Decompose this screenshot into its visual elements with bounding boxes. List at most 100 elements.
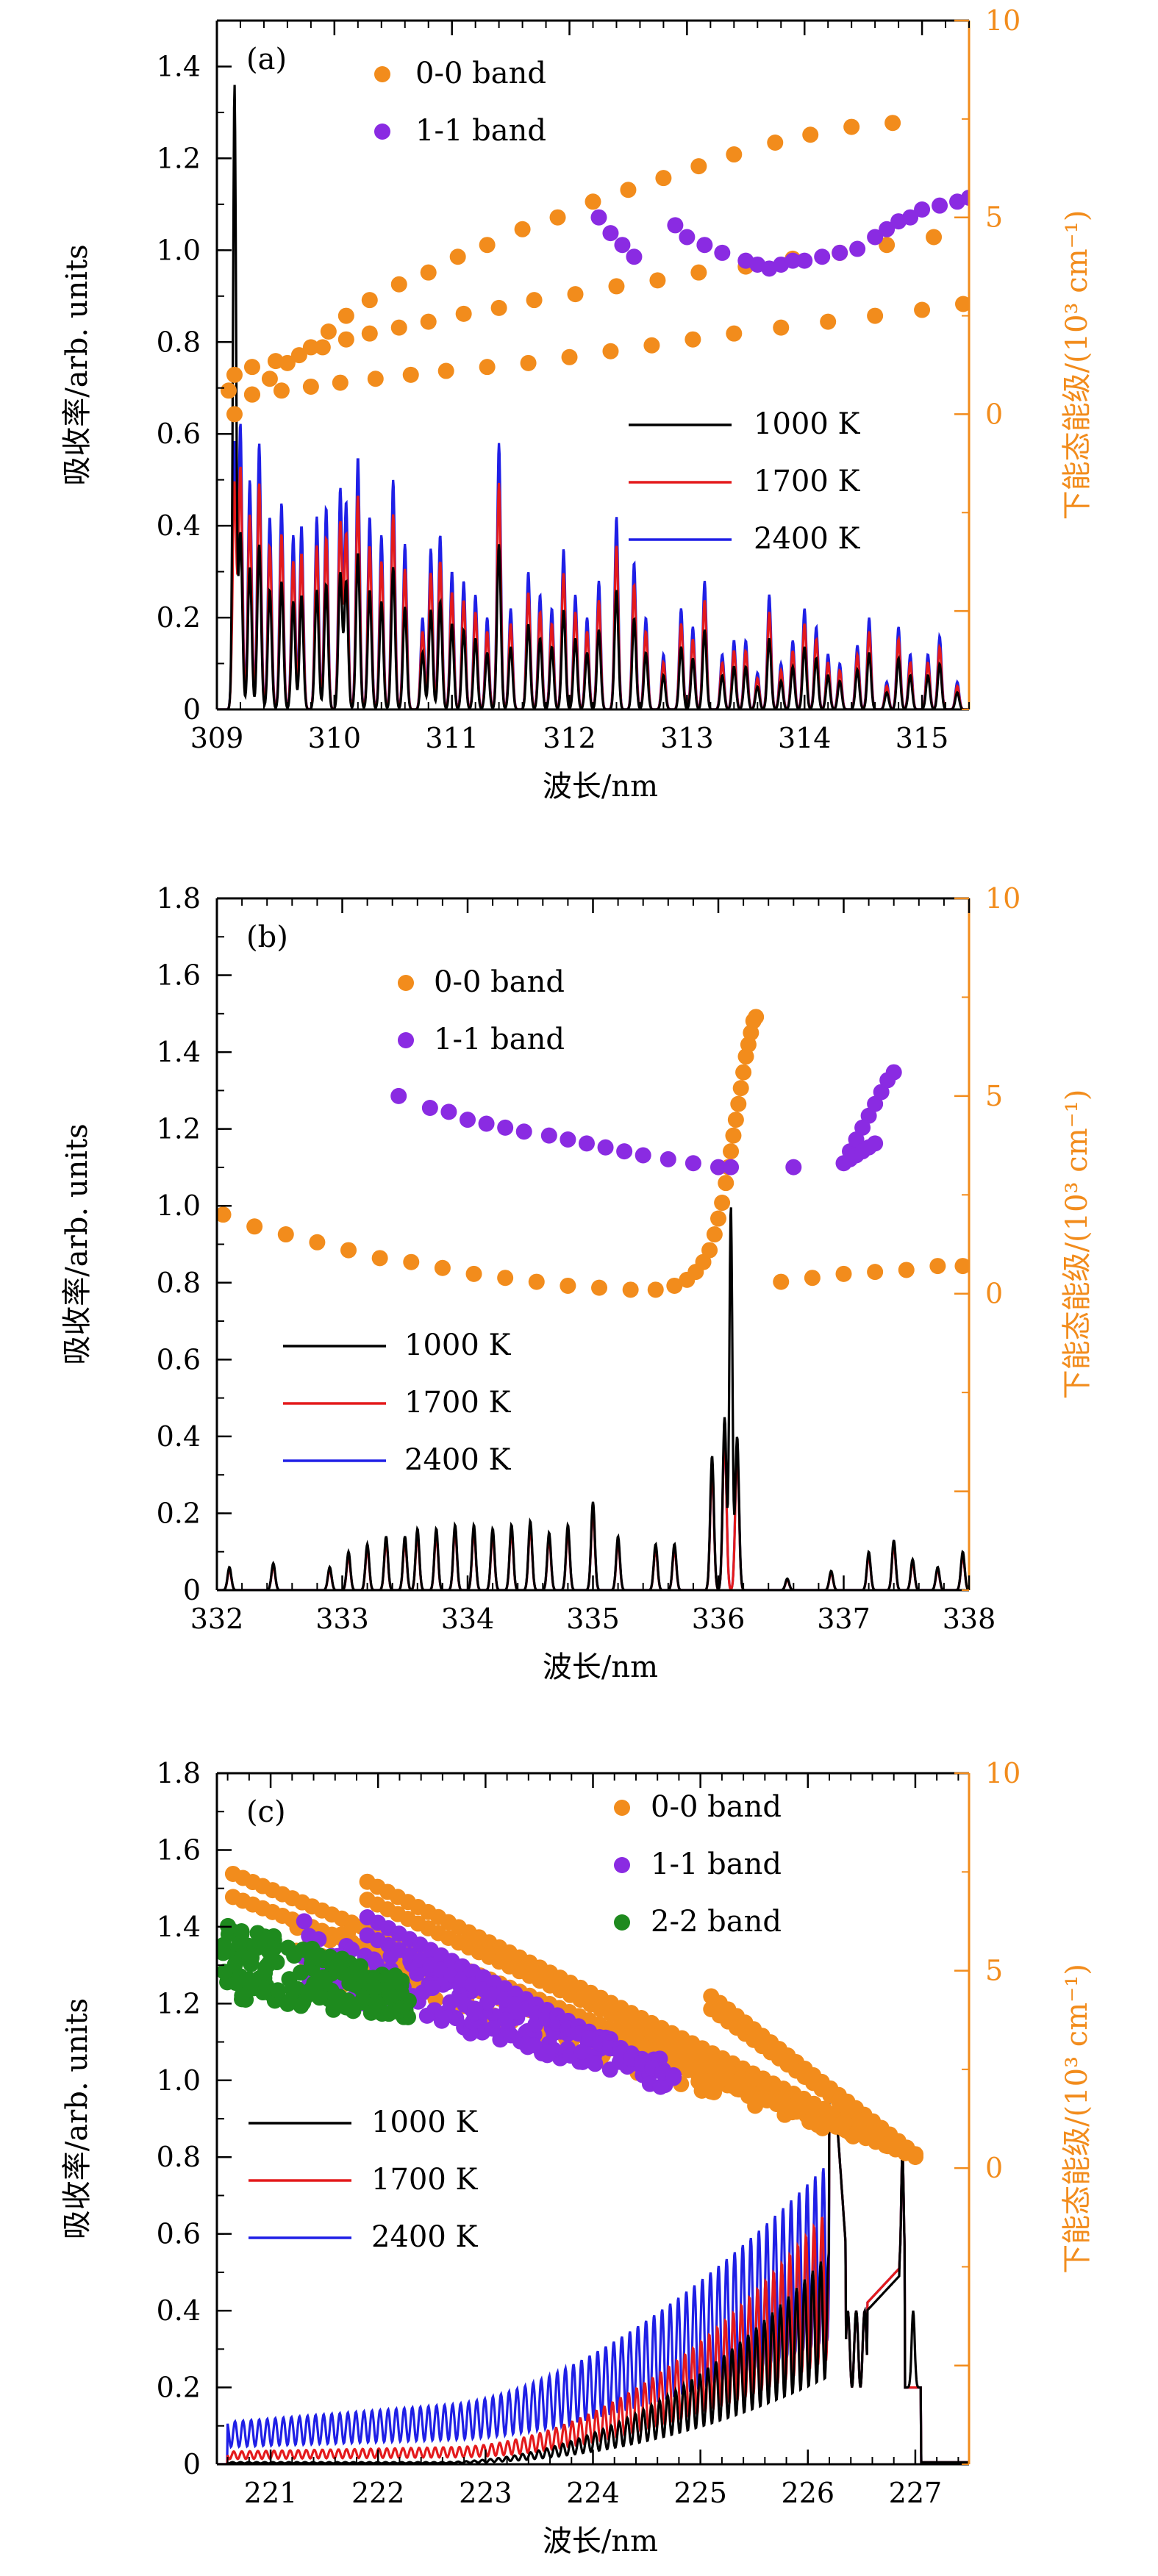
legend-marker-0-0-band [398,975,414,991]
x-tick-label: 337 [817,1603,871,1635]
point-2-2-band [240,1974,257,1991]
y2-tick-label: 10 [985,882,1021,915]
y-tick-label: 0.6 [157,418,201,450]
y2-tick-label: 5 [985,201,1003,234]
legend-label-1700K: 1700 K [754,465,861,498]
point-0-0-band [820,313,837,330]
legend-label-2-2-band: 2-2 band [651,1905,782,1939]
legend-marker-0-0-band [374,66,390,82]
y2-tick-label: 5 [985,1955,1003,1987]
legend-label-0-0-band: 0-0 band [651,1790,782,1824]
y-tick-label: 0.8 [157,1267,201,1299]
point-2-2-band [233,1923,250,1940]
point-0-0-band [907,2148,923,2165]
point-0-0-band [528,1273,545,1290]
legend-label-1-1-band: 1-1 band [651,1847,782,1881]
panel-c: 221 222 223 224 225 226 227 0 0.2 0.4 0.6 0.8 1.0 1.2… [60,1757,1094,2558]
y-tick-label: 1.8 [157,882,201,915]
y-tick-label: 0.8 [157,326,201,358]
panel-label: (b) [246,920,288,954]
x-tick-label: 309 [190,722,244,754]
point-0-0-band [243,386,260,403]
point-0-0-band [217,1206,232,1223]
point-1-1-band [602,225,619,242]
point-0-0-band [929,1258,946,1275]
point-1-1-band [614,237,631,254]
point-1-1-band [540,1127,557,1144]
point-1-1-band [867,1095,884,1112]
legend-marker-1-1-band [614,1857,630,1873]
point-1-1-band [526,2037,543,2054]
point-2-2-band [265,1940,282,1957]
point-0-0-band [567,286,584,303]
x-tick-label: 333 [315,1603,369,1635]
point-2-2-band [243,1950,260,1967]
point-0-0-band [371,1250,388,1267]
point-1-1-band [696,237,713,254]
point-0-0-band [549,209,566,226]
y-tick-label: 1.0 [157,234,201,266]
point-0-0-band [246,1218,263,1235]
x-tick-label: 334 [441,1603,495,1635]
point-2-2-band [227,1975,244,1992]
point-0-0-band [735,1064,752,1081]
point-2-2-band [279,1939,296,1956]
point-0-0-band [845,2128,862,2144]
point-0-0-band [497,1270,514,1287]
y2-tick-label: 0 [985,1278,1003,1310]
x-tick-label: 222 [351,2477,405,2509]
point-1-1-band [679,229,696,246]
point-2-2-band [366,1980,383,1997]
point-0-0-band [714,1195,731,1212]
x-tick-label: 227 [889,2477,943,2509]
point-2-2-band [354,1994,371,2011]
point-1-1-band [714,244,731,261]
x-tick-label: 221 [244,2477,298,2509]
y-tick-label: 1.6 [157,959,201,992]
point-0-0-band [361,292,378,309]
point-0-0-band [804,1270,821,1287]
point-0-0-band [695,1253,712,1270]
legend-label-1000K: 1000 K [754,407,861,441]
point-0-0-band [479,237,496,254]
point-2-2-band [390,2002,407,2019]
point-0-0-band [526,292,543,309]
point-1-1-band [710,1159,726,1176]
point-0-0-band [437,362,454,379]
legend-label-1000K: 1000 K [404,1328,512,1362]
point-1-1-band [440,1103,457,1120]
point-0-0-band [690,158,707,175]
point-0-0-band [867,307,884,324]
y-axis-title: 吸收率/arb. units [60,244,94,485]
point-1-1-band [814,248,831,265]
legend-label-0-0-band: 0-0 band [415,57,546,90]
point-2-2-band [349,1958,366,1975]
point-0-0-band [814,2119,831,2136]
point-1-1-band [597,1139,614,1156]
y-tick-label: 1.2 [157,1987,201,2019]
point-0-0-band [955,296,969,312]
panel-b: 332 333 334 335 336 337 338 0 0.2 0.4 0.6 0.8 1.0 1.2… [60,882,1094,1684]
point-1-1-band [478,1115,495,1132]
point-1-1-band [723,1159,740,1176]
point-0-0-band [309,1234,326,1251]
y-tick-label: 0.6 [157,1343,201,1375]
point-0-0-band [773,1273,790,1290]
point-1-1-band [685,1155,701,1172]
point-1-1-band [854,1119,871,1136]
point-0-0-band [302,378,319,395]
point-0-0-band [883,2135,900,2152]
x-tick-label: 314 [778,722,832,754]
point-0-0-band [479,359,496,376]
y-tick-label: 0 [183,2448,201,2480]
y-axis-title: 吸收率/arb. units [60,1123,94,1364]
point-1-1-band [418,2007,435,2024]
point-1-1-band [497,1119,514,1136]
x-tick-label: 336 [692,1603,746,1635]
point-1-1-band [578,1135,595,1152]
y2-axis-title: 下能态能级/(10³ cm⁻¹) [1060,1090,1094,1400]
point-1-1-band [902,209,919,226]
point-0-0-band [837,2114,854,2130]
point-2-2-band [368,1994,385,2011]
point-0-0-band [340,1242,357,1259]
